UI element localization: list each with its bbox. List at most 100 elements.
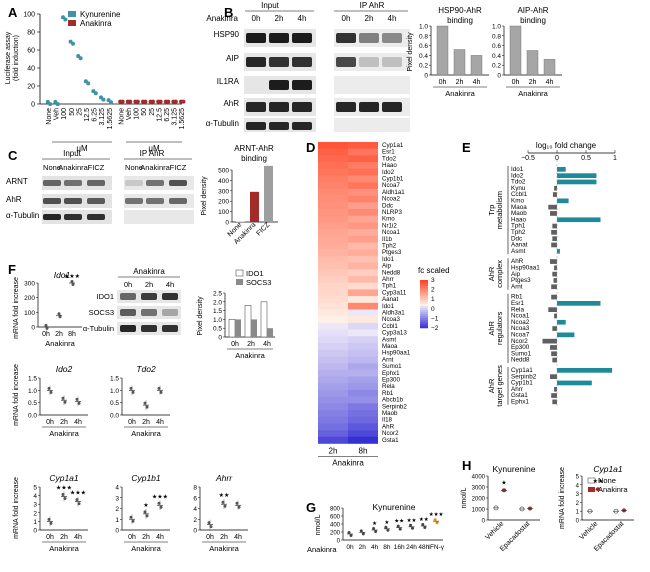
- panel-e-gene-label: Ncoa2: [511, 319, 530, 326]
- panel-e-gene-label: Maob: [511, 210, 527, 217]
- blot-band: [359, 33, 379, 43]
- h-xtick: Vehicle: [484, 520, 505, 541]
- plot-xtick: 0h: [206, 534, 214, 541]
- chart-ytick-label: 200: [24, 295, 35, 302]
- panel-e-bar: [551, 393, 557, 398]
- kyn-point: [55, 102, 60, 107]
- panel-b-input-label: Input: [261, 1, 280, 10]
- g-point: [423, 526, 427, 529]
- panel-b-chart-title: AIP-AhR: [517, 6, 548, 15]
- heat-cell: [348, 229, 378, 237]
- panel-c-row-label: ARNT: [6, 177, 28, 186]
- plot-xtick: 0h: [46, 419, 54, 426]
- panel-d-letter: D: [306, 140, 315, 155]
- legend-gradient-step: [420, 282, 428, 285]
- blot-band: [269, 33, 289, 43]
- anakinra-point: [135, 99, 140, 104]
- plot-point: [223, 504, 227, 508]
- panel-e-bar: [553, 278, 557, 283]
- heatmap-gene-label: Ptges3: [382, 249, 402, 256]
- panel-b: B Input IP AhR Anakinra 0h 2h 4h 0h 2h 4h HSP…: [206, 1, 562, 132]
- heatmap-gene-label: Il18: [382, 417, 393, 424]
- chart-ytick-label: 300: [24, 281, 35, 288]
- chart-ytick-label: 0.5: [110, 400, 119, 407]
- chart-ytick-label: 4: [33, 493, 37, 500]
- chart-ytick-label: 2: [33, 510, 37, 517]
- chart-ytick-label: 3: [33, 502, 37, 509]
- blot-band: [43, 180, 61, 186]
- chart-ytick-label: 6: [193, 495, 197, 502]
- ido1-point: [71, 283, 75, 286]
- plot-point: [47, 517, 51, 521]
- panel-a-xtick-label: 25: [76, 108, 83, 116]
- heat-cell: [318, 269, 348, 277]
- panel-c-bar: [250, 191, 259, 222]
- heat-cell: [348, 202, 378, 210]
- heatmap-gene-label: AhR: [382, 423, 395, 430]
- plot-point: [145, 514, 149, 518]
- ido1-point: [70, 280, 74, 283]
- panel-f-ido1-xlabel: Anakinra: [45, 339, 75, 348]
- anakinra-point: [120, 99, 125, 104]
- panel-e-gene-label: Ptges3: [511, 277, 531, 284]
- legend-tick: 3: [431, 277, 435, 284]
- chart-ytick-label: 1000: [472, 508, 486, 514]
- g-point: [433, 518, 437, 522]
- panel-c-lane-label: Anakinra: [140, 163, 170, 172]
- heat-cell: [348, 356, 378, 364]
- chart-ytick-label: 8: [193, 485, 197, 492]
- panel-e-gene-label: Ido1: [511, 166, 524, 173]
- panel-b-lane-2h: 2h: [365, 14, 374, 23]
- blot-band: [292, 102, 312, 112]
- plot-point: [77, 502, 81, 506]
- chart-ytick-label: 400: [330, 523, 341, 529]
- heat-cell: [318, 369, 348, 377]
- h-legend-none-swatch: [587, 477, 596, 484]
- heat-cell: [318, 410, 348, 417]
- panel-a-xtick-label: 25: [149, 108, 156, 116]
- anakinra-point: [128, 99, 133, 104]
- panel-e-gene-label: Ahrr: [511, 386, 523, 393]
- legend-tick: 2: [431, 287, 435, 294]
- panel-e-gene-label: Nedd8: [511, 357, 530, 364]
- heat-cell: [318, 316, 348, 324]
- panel-b-bar-label: 4h: [473, 79, 481, 86]
- g-significance: ★: [384, 519, 389, 526]
- blot-band: [382, 102, 402, 112]
- panel-c-lane-label: None: [125, 163, 143, 172]
- plot-point: [61, 492, 65, 496]
- g-point: [374, 530, 378, 533]
- g-point: [384, 525, 388, 529]
- panel-b-lane-2h: 2h: [275, 14, 284, 23]
- g-significance: ★★: [394, 518, 404, 525]
- plot-point: [131, 519, 135, 523]
- plot-point: [157, 501, 161, 505]
- heat-cell: [348, 430, 378, 438]
- panel-f-letter: F: [8, 262, 16, 277]
- panel-b-bar-label: 2h: [529, 79, 537, 86]
- panel-a-xtick-label: Veh: [54, 108, 61, 120]
- heatmap-gene-label: Ahrr: [382, 276, 394, 283]
- g-point: [372, 527, 376, 530]
- heat-cell: [348, 369, 378, 377]
- blot-band: [141, 325, 157, 332]
- panel-b-xlabel: Anakinra: [518, 89, 548, 98]
- plot-point: [75, 498, 79, 502]
- panel-e-gene-label: Ido2: [511, 172, 524, 179]
- density-legend-ido1: IDO1: [246, 269, 264, 278]
- heatmap-legend-title: fc scaled: [418, 266, 450, 275]
- panel-b-bar-label: 4h: [546, 79, 554, 86]
- blot-band: [146, 198, 164, 204]
- panel-b-lane-0h: 0h: [252, 14, 261, 23]
- heat-cell: [318, 349, 348, 357]
- heat-cell: [348, 195, 378, 203]
- heatmap-gene-label: Arnt: [382, 356, 394, 363]
- heatmap-gene-label: Abcb1b: [382, 397, 404, 404]
- heat-cell: [348, 182, 378, 190]
- heat-cell: [318, 430, 348, 438]
- blot-band: [87, 180, 105, 186]
- panel-a-xtick-label: 100: [134, 108, 141, 120]
- heatmap-gene-label: Hsp90aa1: [382, 350, 411, 357]
- chart-ytick-label: 0: [115, 528, 119, 535]
- blot-band: [162, 293, 178, 300]
